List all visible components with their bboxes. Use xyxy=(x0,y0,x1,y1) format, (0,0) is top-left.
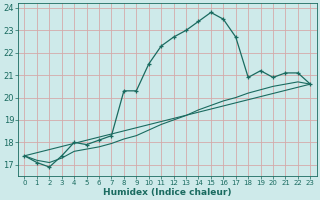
X-axis label: Humidex (Indice chaleur): Humidex (Indice chaleur) xyxy=(103,188,232,197)
